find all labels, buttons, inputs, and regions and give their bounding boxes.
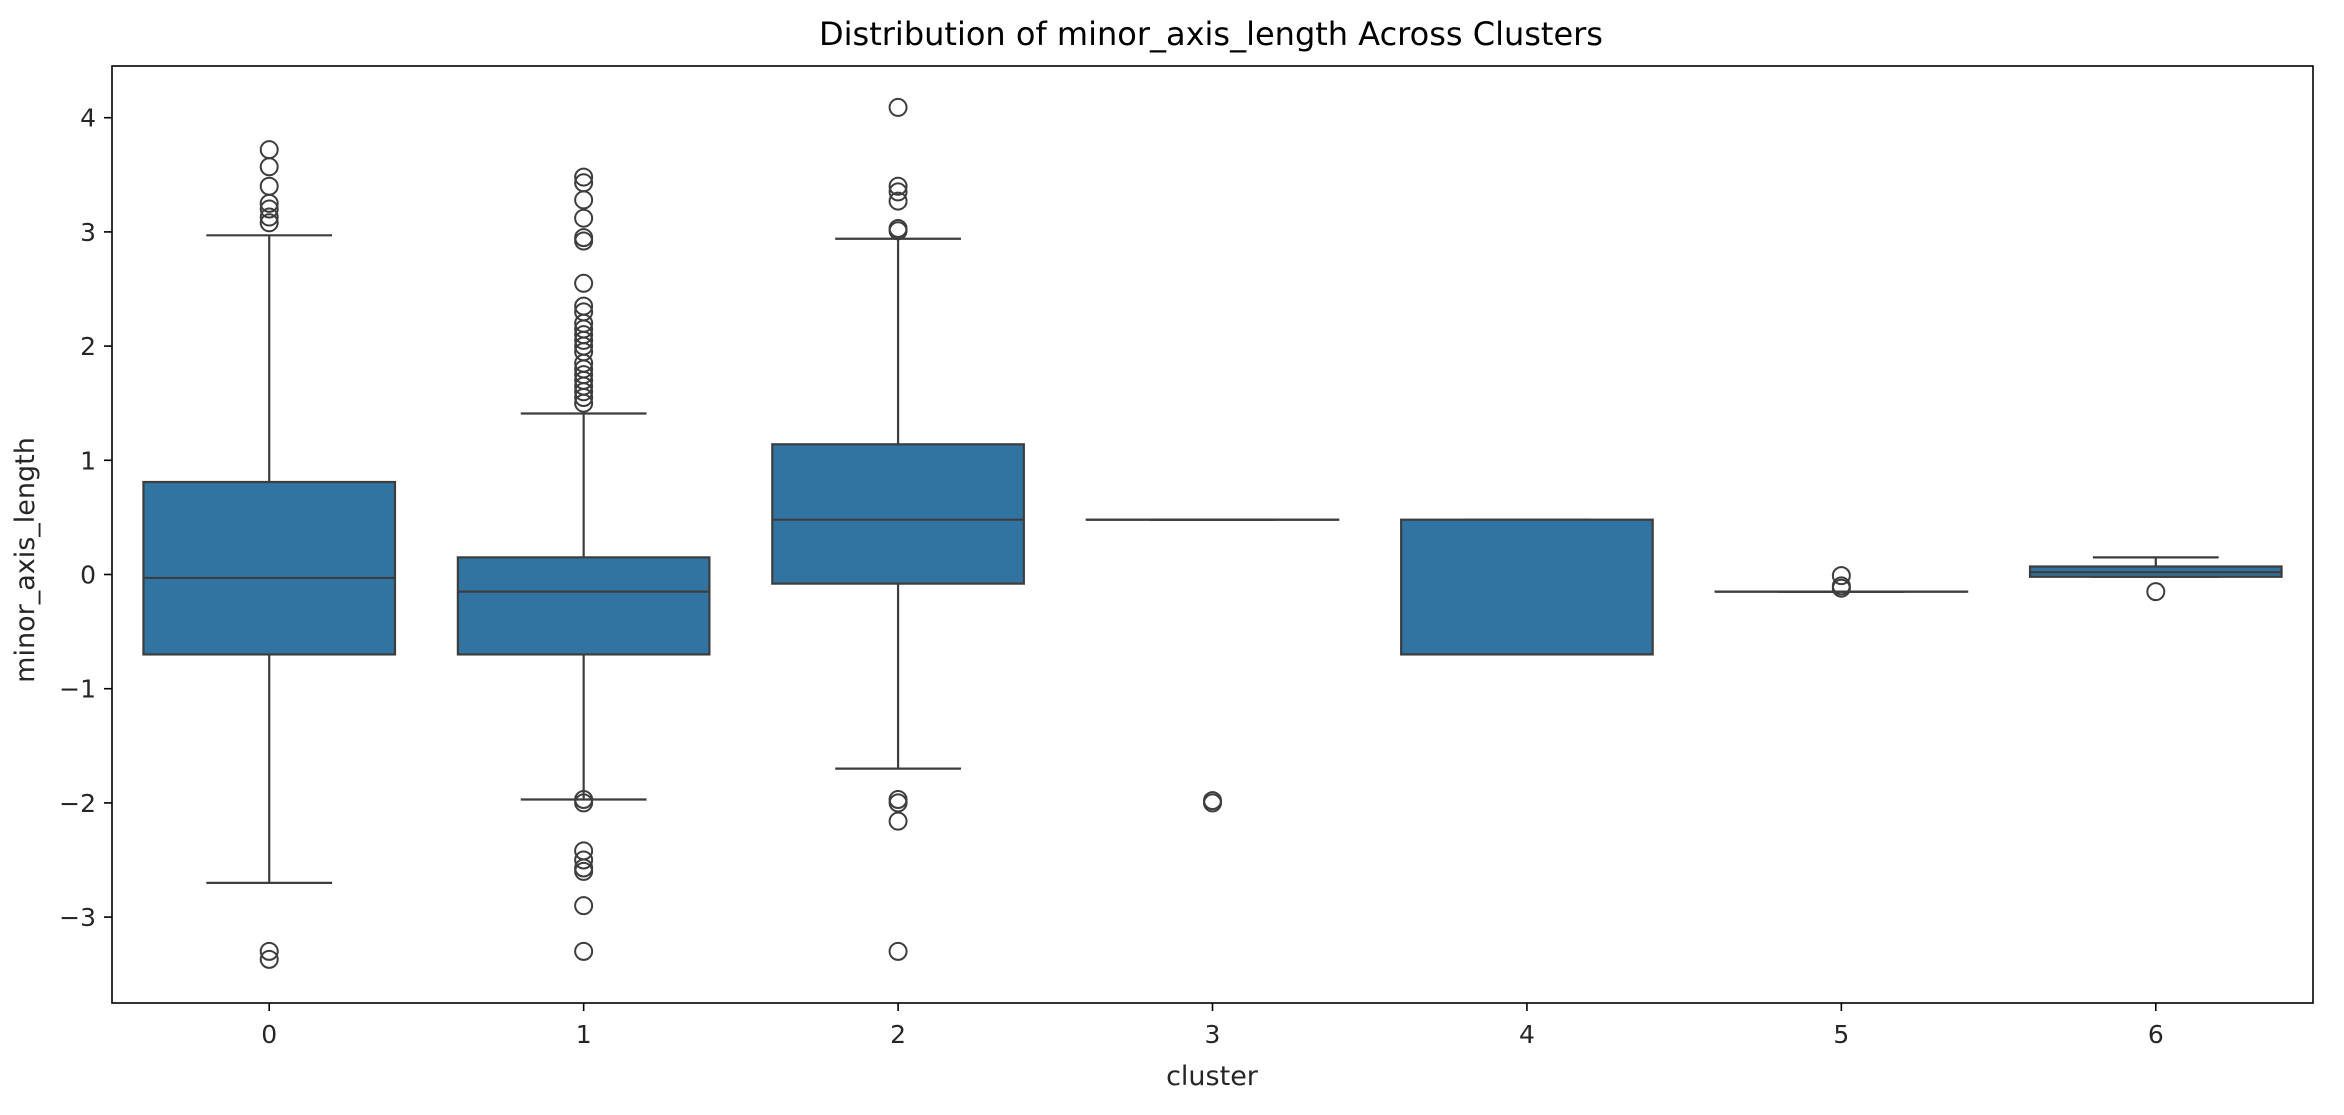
outlier-point (574, 190, 594, 210)
outlier-point (259, 193, 279, 213)
box (771, 443, 1025, 585)
outlier-point (574, 793, 594, 813)
box-group-4 (1400, 518, 1654, 656)
y-tick-label: 3 (80, 218, 96, 247)
outlier-point (888, 811, 908, 831)
outlier-point (574, 941, 594, 961)
x-axis-label: cluster (1166, 1061, 1259, 1092)
outlier-point (574, 896, 594, 916)
box-group-2 (771, 97, 1025, 961)
box-group-6 (2028, 556, 2283, 602)
outlier-point (574, 850, 594, 870)
outlier-point (574, 167, 594, 187)
outlier-point (888, 221, 908, 241)
outlier-point (574, 393, 594, 413)
outlier-point (888, 97, 908, 117)
outlier-point (1831, 578, 1851, 598)
outlier-point (888, 941, 908, 961)
outlier-point (1203, 793, 1222, 813)
outlier-point (574, 231, 594, 251)
outlier-point (259, 176, 279, 196)
y-tick-label: −2 (59, 789, 96, 818)
box-group-3 (1085, 518, 1340, 813)
box-group-0 (142, 140, 397, 969)
outlier-point (259, 213, 279, 233)
box-group-5 (1714, 566, 1969, 598)
outlier-point (574, 387, 594, 407)
x-tick-label: 1 (576, 1020, 592, 1049)
outlier-point (574, 273, 594, 293)
box-group-1 (456, 167, 711, 961)
x-tick-label: 6 (2148, 1020, 2164, 1049)
x-tick-label: 5 (1833, 1020, 1849, 1049)
y-axis-label: minor_axis_length (10, 437, 41, 683)
outlier-point (888, 191, 908, 211)
outlier-point (888, 793, 908, 813)
box (142, 480, 397, 656)
y-tick-label: 0 (80, 561, 96, 590)
y-tick-label: −3 (59, 903, 96, 932)
outlier-point (259, 199, 279, 219)
outlier-point (888, 176, 908, 196)
y-tick-label: 1 (80, 446, 96, 475)
outlier-point (574, 208, 594, 228)
y-tick-label: 2 (80, 332, 96, 361)
outlier-point (259, 140, 279, 160)
outlier-point (888, 182, 908, 202)
outlier-point (259, 157, 279, 177)
x-tick-label: 4 (1519, 1020, 1535, 1049)
outlier-point (1831, 566, 1851, 586)
x-tick-label: 2 (890, 1020, 906, 1049)
outlier-point (574, 382, 594, 402)
box (1400, 518, 1654, 656)
outlier-point (2146, 582, 2166, 602)
y-tick-label: −1 (59, 675, 96, 704)
outlier-point (259, 207, 279, 227)
outlier-point (259, 949, 279, 969)
chart-title: Distribution of minor_axis_length Across… (819, 15, 1603, 53)
plot-frame (111, 65, 2314, 1004)
y-tick-label: 4 (80, 104, 96, 133)
x-tick-label: 3 (1205, 1020, 1221, 1049)
box (456, 556, 711, 656)
y-axis: −3 −2 −1 0 1 2 3 4 (59, 104, 112, 932)
outlier-point (574, 861, 594, 881)
outlier-point (259, 941, 279, 961)
plot-area (142, 97, 2283, 969)
outlier-point (574, 330, 594, 350)
x-axis: 0 1 2 3 4 5 6 (261, 1003, 2164, 1049)
x-tick-label: 0 (261, 1020, 277, 1049)
